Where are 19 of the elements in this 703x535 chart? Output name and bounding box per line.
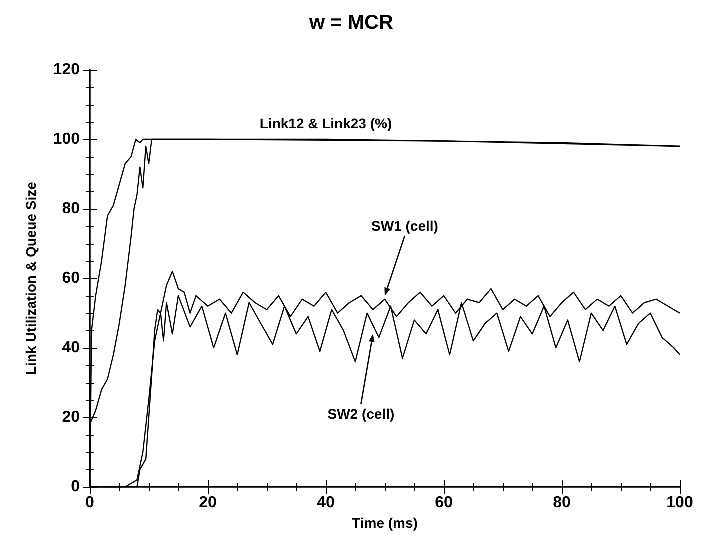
annotation: SW1 (cell) [372, 218, 438, 234]
x-tick-label: 0 [86, 494, 95, 512]
x-axis-title: Time (ms) [352, 515, 418, 531]
y-tick-label: 80 [62, 200, 80, 218]
chart-title: w = MCR [308, 12, 394, 34]
annotation: Link12 & Link23 (%) [260, 116, 392, 132]
x-tick-label: 80 [553, 494, 571, 512]
y-tick-label: 20 [62, 409, 80, 426]
y-tick-label: 100 [53, 131, 80, 148]
y-tick-label: 40 [62, 340, 80, 357]
y-axis-title: Link Utilization & Queue Size [23, 182, 39, 376]
annotation: SW2 (cell) [328, 406, 395, 422]
x-tick-label: 40 [317, 494, 335, 512]
y-tick-label: 120 [53, 62, 80, 78]
x-tick-label: 20 [199, 494, 217, 512]
y-tick-label: 60 [62, 270, 80, 288]
y-tick-label: 0 [71, 478, 80, 496]
x-tick-label: 100 [666, 494, 694, 512]
x-tick-label: 60 [435, 494, 453, 512]
